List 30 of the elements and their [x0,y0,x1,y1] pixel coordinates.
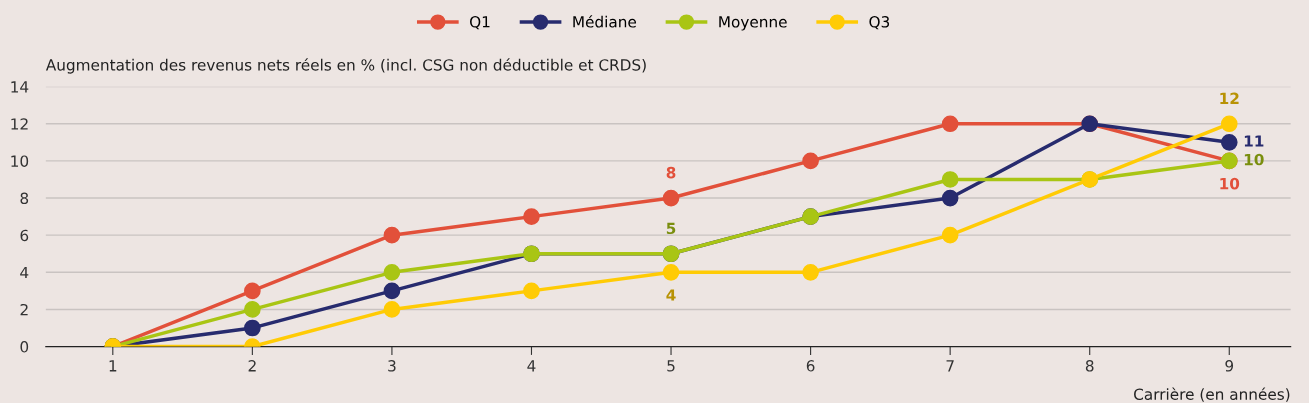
x-tick-label: 5 [667,360,675,372]
x-tick-label: 9 [1225,360,1234,372]
y-tick-label: 10 [11,155,29,167]
y-tick-label: 2 [20,303,28,316]
data-label: 10 [1244,153,1264,166]
data-label: 12 [1220,92,1239,104]
x-tick-label: 7 [946,360,954,372]
data-label: 8 [666,166,676,179]
x-axis-title: Carrière (en années) [1134,387,1290,402]
legend-label: Q3 [869,16,890,30]
y-tick-label: 8 [20,192,29,205]
data-label: 5 [666,222,676,235]
x-tick-label: 1 [109,360,117,372]
y-tick-label: 14 [11,81,29,93]
x-tick-label: 6 [806,360,815,372]
data-label: 11 [1244,135,1264,147]
y-tick-label: 6 [20,229,29,242]
data-label: 4 [666,289,676,301]
x-tick-label: 3 [388,360,396,372]
y-tick-label: 12 [11,118,28,130]
legend-label: Moyenne [719,16,787,31]
y-tick-label: 4 [20,266,29,279]
x-tick-label: 4 [527,360,536,372]
legend-label: Médiane [573,15,637,28]
y-axis-title: Augmentation des revenus nets réels en % (incl. CSG non déductible et CRDS) [45,58,646,74]
legend-label: Q1 [470,16,490,30]
y-tick-label: 0 [20,341,29,353]
x-tick-label: 8 [1085,360,1094,372]
data-label: 10 [1220,177,1240,190]
x-tick-label: 2 [248,360,256,372]
